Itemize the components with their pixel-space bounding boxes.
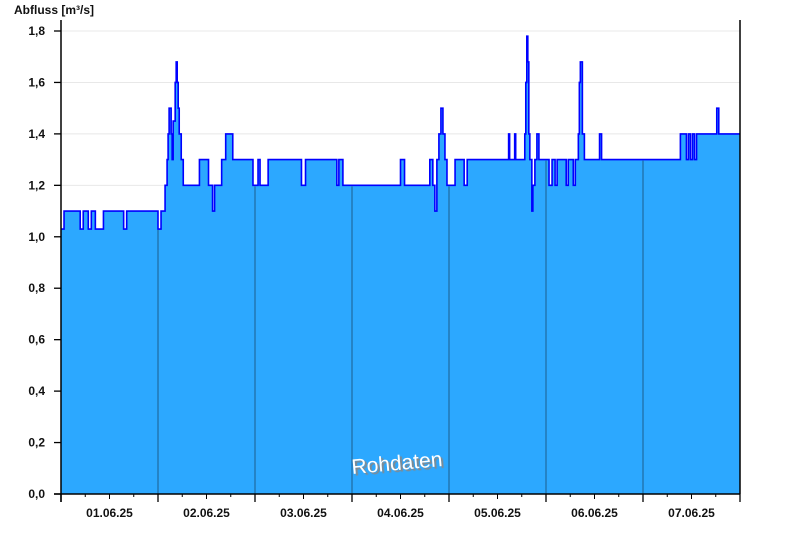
y-tick-label: 0,8 [28,281,45,295]
y-tick-label: 0,4 [28,384,45,398]
y-tick-label: 0,0 [28,487,45,501]
x-tick-label: 06.06.25 [571,506,618,520]
series-line [61,35,740,230]
y-tick-label: 1,2 [28,178,45,192]
y-axis-title: Abfluss [m³/s] [14,3,94,17]
axes: 0,0 0,2 0,4 0,6 0,8 1,0 1,2 1,4 1,6 1,8 01.06.25 02… [28,20,741,520]
x-tick-label: 05.06.25 [474,506,521,520]
y-tick-label: 0,2 [28,436,45,450]
x-tick-label: 07.06.25 [668,506,715,520]
y-tick-label: 1,4 [28,127,45,141]
x-tick-label: 02.06.25 [183,506,230,520]
day-separators [157,160,644,494]
series-area [61,35,740,495]
y-tick-label: 1,8 [28,24,45,38]
x-tick-label: 03.06.25 [280,506,327,520]
x-tick-label: 01.06.25 [86,506,133,520]
x-tick-label: 04.06.25 [377,506,424,520]
series-fill [61,36,740,495]
y-tick-label: 0,6 [28,333,45,347]
y-tick-label: 1,6 [28,75,45,89]
y-tick-label: 1,0 [28,230,45,244]
